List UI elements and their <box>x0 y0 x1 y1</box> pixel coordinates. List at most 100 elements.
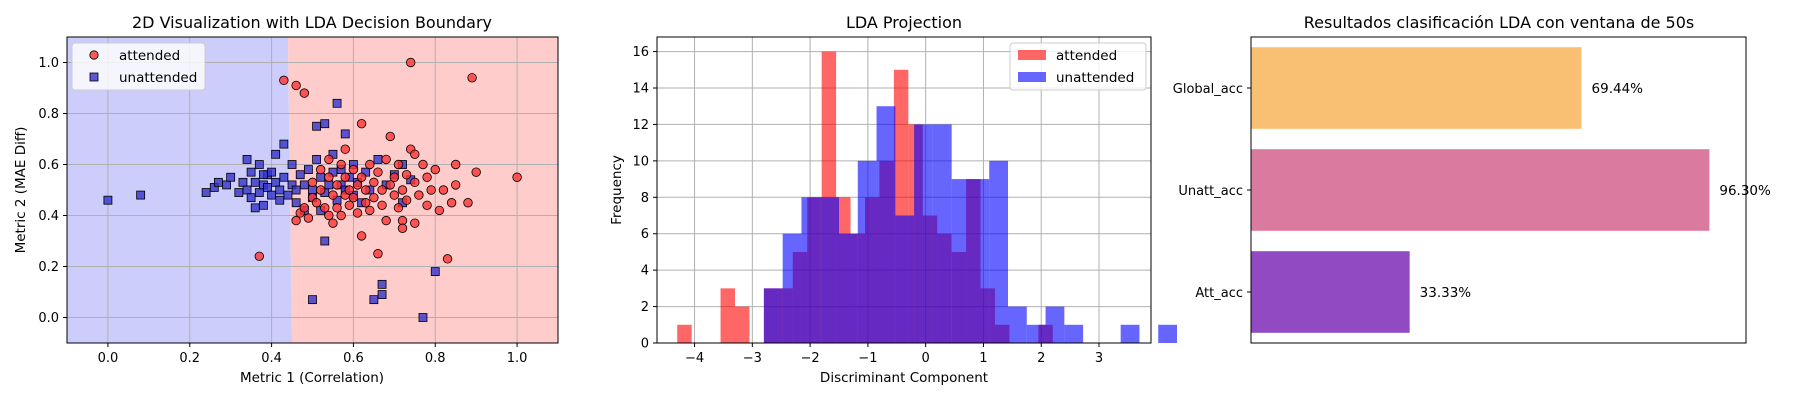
bar-unattended <box>1158 324 1177 343</box>
tick-label-x: 0.8 <box>425 351 446 366</box>
point-attended <box>426 185 436 195</box>
point-attended <box>324 154 334 165</box>
tick-label-y: 10 <box>632 154 649 169</box>
bar-unattended <box>914 124 933 343</box>
point-unattended <box>201 188 211 197</box>
point-unattended <box>267 190 276 200</box>
tick-label-x: 0.4 <box>261 351 282 366</box>
point-attended <box>401 195 412 205</box>
point-unattended <box>250 203 260 213</box>
point-unattended <box>295 170 305 180</box>
point-attended <box>377 200 387 211</box>
bar-unattended <box>763 288 783 343</box>
bar-unattended <box>1026 324 1046 343</box>
point-attended <box>348 192 359 203</box>
scatter-panel: 2D Visualization with LDA Decision Bound… <box>13 13 559 386</box>
point-unattended <box>258 170 268 180</box>
histogram-bars <box>677 51 1177 344</box>
point-attended <box>410 177 420 188</box>
point-unattended <box>279 172 289 182</box>
value-label-unatt-acc: 96.30% <box>1719 183 1771 199</box>
bar-unattended <box>1120 324 1140 343</box>
scatter-x-ticks: 0.0 0.2 0.4 0.6 0.8 1.0 <box>98 343 528 366</box>
point-attended <box>344 185 355 195</box>
point-unattended <box>332 98 342 108</box>
point-unattended <box>246 167 256 177</box>
bar-attended <box>735 306 750 343</box>
point-unattended <box>304 165 313 175</box>
scatter-y-label: Metric 2 (MAE Diff) <box>13 127 29 254</box>
bar-unattended <box>820 197 839 343</box>
point-unattended <box>242 154 252 164</box>
accuracy-bars: 69.44% 96.30% 33.33% <box>1251 47 1771 333</box>
point-attended <box>328 218 338 228</box>
point-attended <box>422 172 432 182</box>
point-unattended <box>320 119 330 129</box>
tick-label-y: 0.2 <box>38 260 59 275</box>
tick-label-y: 2 <box>641 300 649 315</box>
point-unattended <box>308 185 317 195</box>
point-attended <box>291 80 301 91</box>
tick-label-y: 12 <box>632 118 649 133</box>
accuracy-category-labels: Global_acc Unatt_acc Att_acc <box>1173 82 1251 301</box>
point-attended <box>279 75 289 86</box>
point-attended <box>406 57 416 68</box>
point-attended <box>320 203 330 213</box>
tick-label-y: 1.0 <box>38 56 59 71</box>
point-attended <box>385 131 395 142</box>
point-unattended <box>222 180 231 190</box>
bar-unattended <box>932 124 952 343</box>
point-unattended <box>283 190 293 200</box>
tick-label-y: 0.4 <box>38 209 59 224</box>
point-attended <box>324 210 334 221</box>
point-attended <box>373 249 383 259</box>
point-attended <box>512 172 522 182</box>
point-attended <box>369 192 379 203</box>
point-attended <box>401 169 412 180</box>
bar-unattended <box>839 233 858 343</box>
point-attended <box>365 159 375 170</box>
point-attended <box>336 210 346 221</box>
legend-label-unattended: unattended <box>1056 70 1134 86</box>
bar-unattended <box>782 233 802 343</box>
point-attended <box>360 198 371 208</box>
point-attended <box>328 190 338 200</box>
point-attended <box>307 177 318 188</box>
tick-label-x: 1.0 <box>507 351 528 366</box>
point-unattended <box>308 295 317 305</box>
legend-label-unattended: unattended <box>119 70 197 86</box>
point-attended <box>385 180 395 190</box>
point-unattended <box>291 198 301 208</box>
tick-label-x: −4 <box>685 351 704 366</box>
point-unattended <box>258 200 268 210</box>
point-unattended <box>263 183 272 192</box>
accuracy-bar-panel: Resultados clasificación LDA con ventana… <box>1173 13 1771 344</box>
bar-unattended <box>895 215 915 343</box>
point-attended <box>340 172 350 182</box>
bar-unattended <box>1045 306 1065 343</box>
legend-swatch-unattended <box>1018 72 1046 82</box>
value-label-global-acc: 69.44% <box>1592 81 1644 97</box>
tick-label-x: 2 <box>1037 351 1045 366</box>
point-unattended <box>312 154 321 164</box>
point-attended <box>352 180 363 190</box>
point-unattended <box>299 180 309 190</box>
scatter-frame <box>66 36 559 344</box>
tick-label-x: −2 <box>801 351 820 366</box>
point-attended <box>369 177 379 188</box>
legend-marker-unattended <box>89 72 99 82</box>
point-unattended <box>234 188 244 197</box>
tick-label-x: 0.6 <box>343 351 364 366</box>
point-attended <box>356 231 367 241</box>
point-attended <box>467 73 477 83</box>
tick-label-y: 0.0 <box>38 311 59 326</box>
point-unattended <box>271 177 281 187</box>
point-attended <box>418 159 428 170</box>
point-attended <box>332 203 342 213</box>
tick-label-x: 0 <box>922 351 930 366</box>
point-attended <box>348 164 359 175</box>
point-unattended <box>340 129 350 139</box>
value-label-att-acc: 33.33% <box>1420 285 1472 301</box>
point-attended <box>315 185 326 195</box>
point-unattended <box>418 313 428 322</box>
